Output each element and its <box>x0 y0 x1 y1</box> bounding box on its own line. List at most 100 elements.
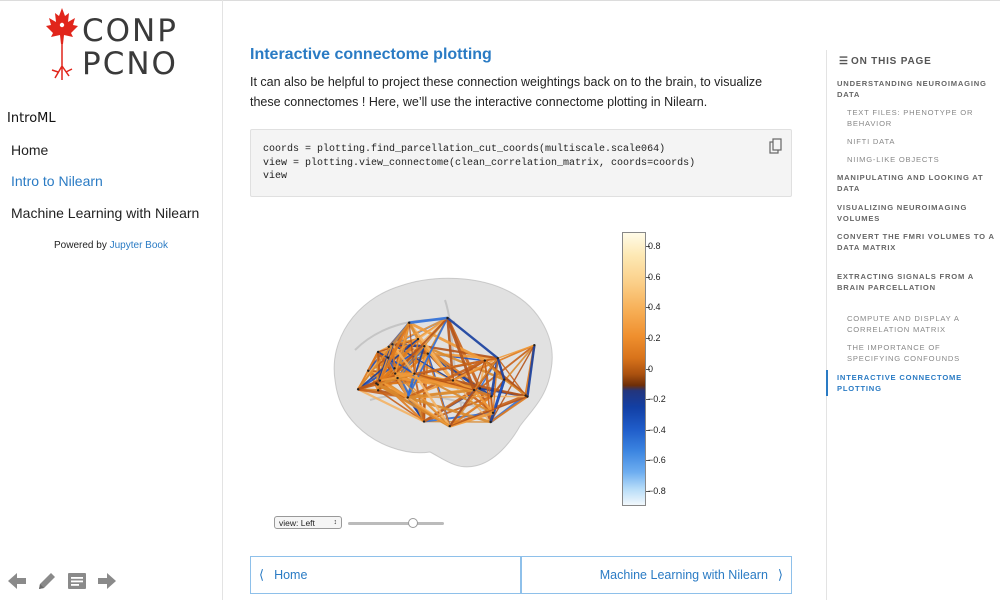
connectome-node <box>524 394 527 397</box>
connectome-node <box>378 379 382 382</box>
connectome-edge <box>449 395 528 427</box>
toc-item[interactable]: THE IMPORTANCE OF SPECIFYING CONFOUNDS <box>847 343 961 364</box>
connectome-edge <box>413 373 451 427</box>
colorbar-tick <box>646 491 650 492</box>
logo-line-1: CONP <box>82 13 178 49</box>
connectome-edge <box>492 379 506 414</box>
nav-item-machine-learning[interactable]: Machine Learning with Nilearn <box>11 205 200 221</box>
toc-item[interactable]: COMPUTE AND DISPLAY A CORRELATION MATRIX <box>847 314 960 335</box>
connectome-node <box>422 420 426 423</box>
connectome-edge <box>357 388 425 423</box>
toc-item[interactable]: MANIPULATING AND LOOKING AT DATA <box>837 173 984 194</box>
toc-item[interactable]: EXTRACTING SIGNALS FROM A BRAIN PARCELLA… <box>837 272 974 293</box>
connectome-node <box>489 420 492 424</box>
toc-item[interactable]: INTERACTIVE CONNECTOME PLOTTING <box>837 373 963 394</box>
nav-item-intro-to-nilearn[interactable]: Intro to Nilearn <box>11 173 103 189</box>
toc-item[interactable]: NIIMG-LIKE OBJECTS <box>847 155 940 164</box>
connectome-edge <box>406 317 449 398</box>
prev-page-button[interactable]: ⟨ Home <box>250 556 521 594</box>
connectome-edge <box>409 316 448 325</box>
colorbar-tick-label: 0.8 <box>648 241 661 251</box>
nav-item-home[interactable]: Home <box>11 142 49 158</box>
toc-item[interactable]: VISUALIZING NEUROIMAGING VOLUMES <box>837 203 968 224</box>
section-heading: Interactive connectome plotting <box>250 46 492 63</box>
site-title[interactable]: IntroML <box>7 111 56 126</box>
colorbar-tick <box>646 307 650 309</box>
toc-item[interactable]: TEXT FILES: PHENOTYPE OR BEHAVIOR <box>847 108 974 129</box>
connectome-edge <box>473 389 494 414</box>
connectome-node <box>490 395 493 398</box>
prev-page-label: Home <box>274 568 308 582</box>
connectome-node <box>483 359 487 362</box>
list-icon: ☰ <box>839 56 849 67</box>
connectome-edge <box>496 357 506 381</box>
toc-item[interactable]: CONVERT THE FMRI VOLUMES TO A DATA MATRI… <box>837 232 995 253</box>
connectome-node <box>396 376 399 380</box>
connectome-edge <box>503 379 528 398</box>
connectome-node <box>503 378 506 381</box>
connectome-edge <box>407 359 486 399</box>
code-cell: coords = plotting.find_parcellation_cut_… <box>250 129 792 197</box>
next-page-label: Machine Learning with Nilearn <box>599 568 768 582</box>
powered-by-prefix: Powered by <box>54 240 107 251</box>
colorbar-tick-label: −0.6 <box>648 455 666 466</box>
connectome-edge <box>394 322 411 374</box>
view-select[interactable]: view: Left ↕ <box>274 516 342 529</box>
toc-item[interactable]: NIFTI DATA <box>847 137 896 146</box>
connectome-node <box>478 387 482 390</box>
view-slider[interactable] <box>348 517 444 528</box>
toc-item[interactable]: UNDERSTANDING NEUROIMAGING DATA <box>837 79 987 100</box>
connectome-edge <box>394 317 449 375</box>
connectome-node <box>406 396 409 399</box>
connectome-node <box>448 424 451 428</box>
connectome-node <box>376 383 380 386</box>
connectome-node <box>387 345 390 349</box>
connectome-edge <box>446 317 455 381</box>
connectome-node <box>533 344 536 347</box>
copy-icon[interactable] <box>769 138 783 154</box>
jupyter-book-link[interactable]: Jupyter Book <box>109 240 168 251</box>
chevron-right-icon: ⟩ <box>777 567 783 582</box>
brain-surface <box>333 277 553 468</box>
connectome-edge <box>414 373 475 391</box>
top-border <box>0 0 1000 1</box>
connectome-node <box>393 367 396 370</box>
chevron-left-icon: ⟨ <box>259 567 265 582</box>
colorbar <box>622 232 646 506</box>
connectome-edge <box>446 317 476 391</box>
connectome-edge <box>452 357 499 382</box>
colorbar-tick <box>646 368 650 370</box>
connectome-node <box>472 388 476 392</box>
colorbar-tick-label: 0.4 <box>648 302 661 313</box>
connectome-node <box>496 356 499 360</box>
colorbar-tick-label: −0.2 <box>648 394 666 405</box>
connectome-node <box>386 356 390 359</box>
connectome-edge <box>483 359 506 381</box>
pencil-icon[interactable] <box>36 570 58 592</box>
connectome-edge <box>408 321 486 362</box>
arrow-left-icon[interactable] <box>6 570 28 592</box>
next-page-button[interactable]: Machine Learning with Nilearn ⟩ <box>521 556 792 594</box>
connectome-node <box>376 389 380 392</box>
connectome-edge <box>376 322 411 386</box>
connectome-edge <box>497 344 535 359</box>
code-text: coords = plotting.find_parcellation_cut_… <box>263 144 696 182</box>
arrow-right-icon[interactable] <box>96 570 118 592</box>
connectome-brain-view[interactable] <box>325 230 555 470</box>
toc-active-indicator <box>826 370 828 396</box>
connectome-edge <box>377 389 425 423</box>
connectome-edge <box>377 383 451 428</box>
conp-maple-leaf-logo[interactable] <box>40 6 190 86</box>
connectome-edge <box>526 345 536 397</box>
connectome-node <box>391 343 394 346</box>
connectome-edge <box>490 395 529 423</box>
left-sidebar: CONP PCNO IntroML Home Intro to Nilearn … <box>0 0 223 600</box>
connectome-edge <box>357 379 381 391</box>
notes-icon[interactable] <box>66 570 88 592</box>
connectome-node <box>413 372 416 375</box>
colorbar-tick-label: 0.2 <box>648 332 661 343</box>
colorbar-tick <box>646 460 650 462</box>
select-arrows-icon: ↕ <box>333 519 338 526</box>
slider-thumb[interactable] <box>408 517 419 528</box>
colorbar-tick <box>646 246 650 247</box>
